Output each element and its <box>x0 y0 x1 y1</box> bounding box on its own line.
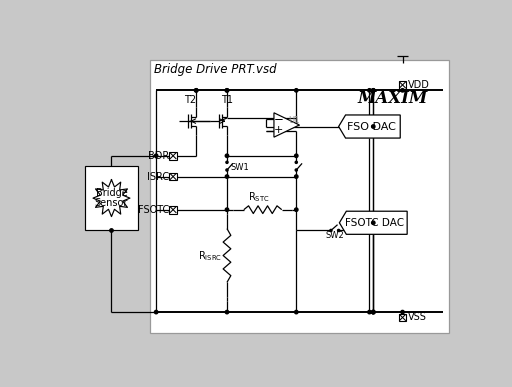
Circle shape <box>330 229 332 231</box>
Circle shape <box>225 208 229 211</box>
Polygon shape <box>274 113 300 137</box>
Bar <box>399 81 407 89</box>
Text: SW1: SW1 <box>230 163 249 173</box>
Text: BDR: BDR <box>148 151 169 161</box>
Circle shape <box>110 229 113 232</box>
Circle shape <box>155 310 158 314</box>
Circle shape <box>368 89 371 92</box>
Circle shape <box>337 229 339 231</box>
Circle shape <box>225 154 229 158</box>
Circle shape <box>225 89 229 92</box>
Circle shape <box>225 89 229 92</box>
Circle shape <box>372 310 375 314</box>
Circle shape <box>225 310 229 314</box>
Circle shape <box>195 89 198 92</box>
Text: FSOTC: FSOTC <box>138 205 169 215</box>
Text: Bridge Drive PRT.vsd: Bridge Drive PRT.vsd <box>154 63 276 75</box>
Text: $\mathregular{R_{ISRC}}$: $\mathregular{R_{ISRC}}$ <box>198 249 222 263</box>
Circle shape <box>294 310 298 314</box>
Text: T1: T1 <box>221 96 233 105</box>
Bar <box>169 173 177 180</box>
Circle shape <box>295 169 297 171</box>
Circle shape <box>155 154 158 158</box>
Bar <box>150 60 449 333</box>
Text: −: − <box>273 113 284 127</box>
Circle shape <box>372 125 375 128</box>
Circle shape <box>372 221 375 224</box>
Bar <box>169 152 177 159</box>
Circle shape <box>225 175 229 178</box>
Circle shape <box>226 169 228 171</box>
Text: T2: T2 <box>184 96 196 105</box>
Bar <box>169 206 177 214</box>
Text: Sensor: Sensor <box>95 198 128 208</box>
Text: VDD: VDD <box>408 80 430 90</box>
Text: SW2: SW2 <box>326 231 344 240</box>
Bar <box>84 166 138 231</box>
Circle shape <box>195 89 198 92</box>
Circle shape <box>368 310 371 314</box>
Text: FSO DAC: FSO DAC <box>347 122 395 132</box>
Circle shape <box>294 175 298 178</box>
Circle shape <box>401 89 404 92</box>
Circle shape <box>372 310 375 314</box>
Circle shape <box>401 310 404 314</box>
Circle shape <box>226 161 228 163</box>
Circle shape <box>294 208 298 211</box>
Circle shape <box>294 89 298 92</box>
Polygon shape <box>338 115 400 138</box>
Text: +: + <box>274 125 283 135</box>
Circle shape <box>372 89 375 92</box>
Circle shape <box>372 310 375 314</box>
Text: Bridge: Bridge <box>96 188 127 198</box>
Text: FSOTC DAC: FSOTC DAC <box>345 218 404 228</box>
Circle shape <box>372 89 375 92</box>
Bar <box>399 313 407 321</box>
Text: ISRC: ISRC <box>147 171 169 182</box>
Circle shape <box>294 154 298 158</box>
Text: U1: U1 <box>288 116 300 125</box>
Text: VSS: VSS <box>408 312 427 322</box>
Polygon shape <box>339 211 407 234</box>
Text: MAXIM: MAXIM <box>357 89 428 106</box>
Circle shape <box>295 161 297 163</box>
Text: $\mathregular{R_{STC}}$: $\mathregular{R_{STC}}$ <box>248 190 270 204</box>
